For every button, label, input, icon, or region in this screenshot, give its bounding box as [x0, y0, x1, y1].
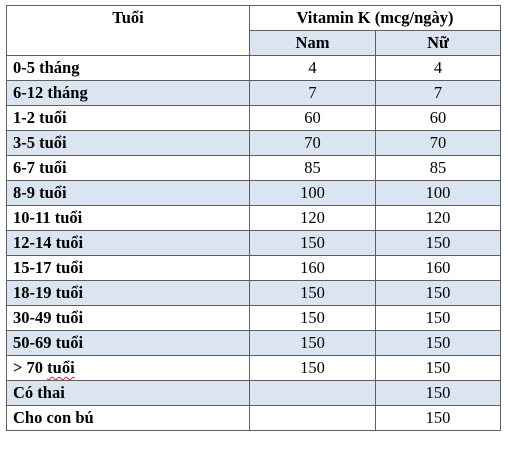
header-male: Nam — [249, 30, 376, 56]
female-value-cell: 120 — [374, 205, 502, 231]
table-row: 10-11 tuổi 120 120 — [6, 205, 502, 231]
age-cell: 1-2 tuổi — [6, 105, 250, 131]
female-value-cell: 85 — [374, 155, 502, 181]
header-vitamin-k: Vitamin K (mcg/ngày) — [248, 5, 502, 31]
female-value-cell: 150 — [374, 405, 502, 431]
header-row-2: Nam Nữ — [7, 30, 502, 56]
age-prefix: > 70 — [13, 358, 48, 377]
male-value-cell: 120 — [249, 205, 376, 231]
age-cell: 10-11 tuổi — [6, 205, 250, 231]
female-value-cell: 150 — [374, 330, 502, 356]
table-row: 30-49 tuổi 150 150 — [6, 305, 502, 331]
age-cell: > 70 tuổi — [6, 355, 250, 381]
table-body: 0-5 tháng 4 4 6-12 tháng 7 7 1-2 tuổi 60… — [6, 55, 502, 431]
age-cell: 8-9 tuổi — [6, 180, 250, 206]
age-cell: 15-17 tuổi — [6, 255, 250, 281]
table-row: Có thai 150 — [6, 380, 502, 406]
female-value-cell: 150 — [374, 305, 502, 331]
age-cell: 3-5 tuổi — [6, 130, 250, 156]
male-value-cell: 160 — [249, 255, 376, 281]
table-row: > 70 tuổi 150 150 — [6, 355, 502, 381]
age-cell: 18-19 tuổi — [6, 280, 250, 306]
age-cell: 50-69 tuổi — [6, 330, 250, 356]
table-row: 8-9 tuổi 100 100 — [6, 180, 502, 206]
header-row-1: Tuổi Vitamin K (mcg/ngày) — [6, 5, 502, 56]
female-value-cell: 150 — [374, 280, 502, 306]
female-value-cell: 70 — [374, 130, 502, 156]
age-cell: 12-14 tuổi — [6, 230, 250, 256]
table-row: 15-17 tuổi 160 160 — [6, 255, 502, 281]
age-cell: 6-7 tuổi — [6, 155, 250, 181]
male-value-cell: 60 — [249, 105, 376, 131]
male-value-cell: 150 — [249, 330, 376, 356]
female-value-cell: 100 — [374, 180, 502, 206]
age-cell: 6-12 tháng — [6, 80, 250, 106]
female-value-cell: 160 — [374, 255, 502, 281]
table-row: 0-5 tháng 4 4 — [6, 55, 502, 81]
female-value-cell: 150 — [374, 230, 502, 256]
male-value-cell: 150 — [249, 355, 376, 381]
table-row: Cho con bú 150 — [6, 405, 502, 431]
female-value-cell: 7 — [374, 80, 502, 106]
age-cell: 0-5 tháng — [6, 55, 250, 81]
female-value-cell: 60 — [374, 105, 502, 131]
male-value-cell: 85 — [249, 155, 376, 181]
male-value-cell: 100 — [249, 180, 376, 206]
table-row: 12-14 tuổi 150 150 — [6, 230, 502, 256]
male-value-cell — [249, 380, 376, 406]
age-cell: 30-49 tuổi — [6, 305, 250, 331]
table-row: 6-12 tháng 7 7 — [6, 80, 502, 106]
table-row: 1-2 tuổi 60 60 — [6, 105, 502, 131]
male-value-cell: 7 — [249, 80, 376, 106]
age-suffix-spellcheck: tuổi — [47, 358, 75, 377]
table-row: 50-69 tuổi 150 150 — [6, 330, 502, 356]
male-value-cell — [249, 405, 376, 431]
header-age: Tuổi — [6, 5, 250, 56]
vitamin-k-table: Tuổi Vitamin K (mcg/ngày) Nam Nữ 0-5 thá… — [6, 5, 502, 431]
table-row: 6-7 tuổi 85 85 — [6, 155, 502, 181]
male-value-cell: 150 — [249, 230, 376, 256]
male-value-cell: 150 — [249, 305, 376, 331]
female-value-cell: 150 — [374, 355, 502, 381]
male-value-cell: 4 — [249, 55, 376, 81]
table-row: 18-19 tuổi 150 150 — [6, 280, 502, 306]
table-row: 3-5 tuổi 70 70 — [6, 130, 502, 156]
female-value-cell: 4 — [374, 55, 502, 81]
table-header: Tuổi Vitamin K (mcg/ngày) Nam Nữ — [6, 5, 502, 56]
age-cell: Có thai — [6, 380, 250, 406]
age-cell: Cho con bú — [6, 405, 250, 431]
male-value-cell: 150 — [249, 280, 376, 306]
male-value-cell: 70 — [249, 130, 376, 156]
header-female: Nữ — [374, 30, 502, 56]
female-value-cell: 150 — [374, 380, 502, 406]
